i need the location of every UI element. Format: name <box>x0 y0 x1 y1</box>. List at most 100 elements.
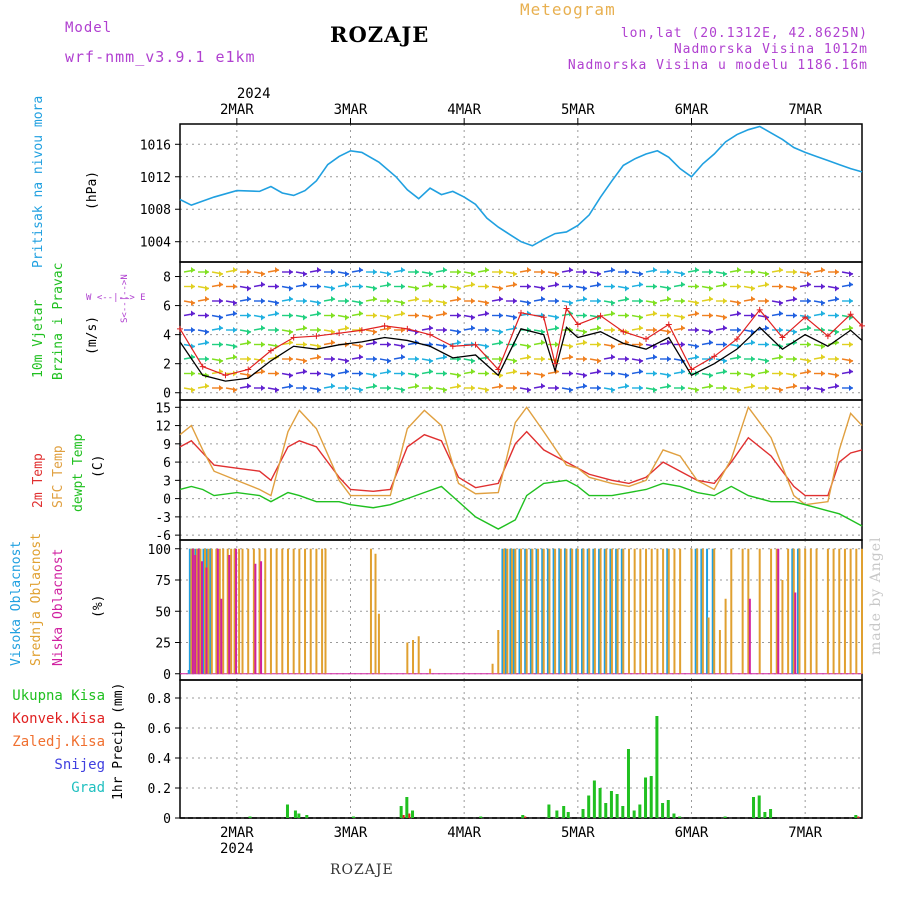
wind-arrowhead <box>555 341 559 348</box>
wind-arrowhead <box>443 387 447 393</box>
wind-arrowhead <box>387 368 391 375</box>
mid-cloud-bar <box>576 548 579 674</box>
wind-arrowhead <box>793 356 797 362</box>
lonlat-label: lon,lat (20.1312E, 42.8625N) <box>620 26 868 41</box>
gust-marker <box>245 366 252 373</box>
high-cloud-bar <box>609 548 612 674</box>
precip-total-bar <box>521 815 525 818</box>
wind-arrowhead <box>471 368 475 375</box>
precip-total-bar <box>592 780 596 818</box>
mid-cloud-bar <box>204 548 207 674</box>
mid-cloud-bar <box>565 548 568 674</box>
wind-arrowhead <box>429 358 433 364</box>
mid-cloud-bar <box>809 548 812 674</box>
wind-arrowhead <box>289 356 293 362</box>
wind-arrowhead <box>597 385 601 391</box>
y-tick-label: 6 <box>163 456 171 471</box>
sfc-temp-line <box>179 405 863 506</box>
precip-total-bar <box>655 716 659 818</box>
precip-total-bar <box>723 816 727 818</box>
high-cloud-bar <box>563 548 566 674</box>
wind-arrowhead <box>555 298 559 304</box>
wind-arrowhead <box>499 329 503 335</box>
top-day-label: 3MAR <box>334 102 368 118</box>
y-tick-label: 2 <box>163 358 171 373</box>
wind-arrowhead <box>751 339 755 346</box>
wind-arrowhead <box>681 368 685 375</box>
wind-arrowhead <box>247 329 251 335</box>
cloud-axis-label-3: Niska Oblacnost <box>51 549 66 666</box>
wind-arrowhead <box>331 339 335 346</box>
wind-arrowhead <box>261 271 265 277</box>
wind-arrowhead <box>415 312 419 319</box>
wind-arrowhead <box>583 329 587 335</box>
wind-arrowhead <box>821 283 825 290</box>
wind-arrowhead <box>709 356 713 362</box>
wind-arrowhead <box>233 343 237 350</box>
wind-arrowhead <box>695 327 699 333</box>
wind-arrowhead <box>569 370 573 377</box>
wind-arrowhead <box>639 385 643 391</box>
wind-arrowhead <box>317 354 321 360</box>
cloud-unit-label: (%) <box>91 595 106 618</box>
wind-arrowhead <box>205 269 209 275</box>
mid-cloud-bar <box>199 548 202 674</box>
wind-arrowhead <box>583 296 587 302</box>
wind-arrowhead <box>779 283 783 290</box>
wind-arrowhead <box>569 343 573 350</box>
mid-cloud-bar <box>599 548 602 674</box>
wind-arrowhead <box>597 325 601 331</box>
wind-arrowhead <box>191 370 195 377</box>
wind-arrowhead <box>527 300 531 306</box>
wind-arrowhead <box>205 372 209 379</box>
mid-cloud-bar <box>610 548 613 674</box>
wind-arrowhead <box>289 312 293 319</box>
wind-arrowhead <box>513 368 517 375</box>
wind-arrowhead <box>359 387 363 393</box>
wind-axis-label-1: 10m Vjetar <box>31 300 46 378</box>
low-cloud-bar <box>235 548 238 674</box>
gust-marker <box>688 366 695 373</box>
wind-arrowhead <box>597 358 601 364</box>
wind-arrowhead <box>513 358 517 364</box>
wind-arrowhead <box>345 385 349 391</box>
high-cloud-bar <box>569 548 572 674</box>
wind-arrowhead <box>247 339 251 346</box>
wind-arrowhead <box>541 285 545 292</box>
mid-cloud-bar <box>542 548 545 674</box>
high-cloud-bar <box>558 548 561 674</box>
wind-arrowhead <box>807 281 811 288</box>
precip-total-bar <box>479 816 483 818</box>
wind-arrowhead <box>849 281 853 288</box>
mid-cloud-bar <box>258 548 261 674</box>
gust-marker <box>711 353 718 360</box>
wind-arrowhead <box>457 285 461 292</box>
wind-arrowhead <box>625 312 629 319</box>
gust-marker <box>495 366 502 373</box>
y-tick-label: 0.4 <box>148 752 172 767</box>
high-cloud-bar <box>524 548 527 674</box>
wind-arrowhead <box>541 269 545 275</box>
y-tick-label: 0 <box>163 812 171 827</box>
wind-arrowhead <box>639 358 643 364</box>
wind-arrowhead <box>205 329 209 335</box>
wind-arrowhead <box>597 298 601 304</box>
precip-total-bar <box>285 804 289 818</box>
y-tick-label: 0.8 <box>148 692 171 707</box>
mid-cloud-bar <box>377 613 380 674</box>
y-tick-label: 0.6 <box>148 722 171 737</box>
wind-arrowhead <box>597 271 601 277</box>
wind-arrowhead <box>401 387 405 393</box>
y-tick-label: 25 <box>155 637 171 652</box>
wind-arrowhead <box>835 312 839 319</box>
mid-cloud-bar <box>218 548 221 674</box>
footer-station: ROZAJE <box>330 862 394 878</box>
gust-marker <box>859 322 865 329</box>
wind-arrowhead <box>513 281 517 288</box>
wind-arrowhead <box>233 310 237 317</box>
high-cloud-bar <box>202 548 205 674</box>
wind-arrowhead <box>401 370 405 377</box>
wind-arrowhead <box>779 354 783 360</box>
mid-cloud-bar <box>645 548 648 674</box>
